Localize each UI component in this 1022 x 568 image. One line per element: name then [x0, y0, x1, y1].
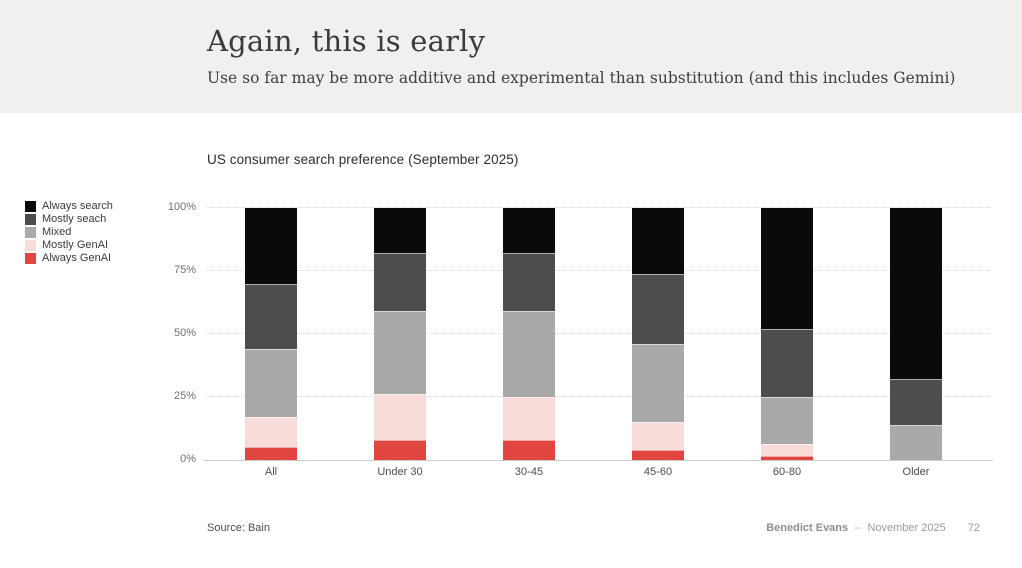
bar-segment [890, 379, 942, 425]
bar-segment [503, 253, 555, 312]
bar-segment [761, 208, 813, 329]
header-band [0, 0, 1022, 113]
bar-segment [632, 422, 684, 450]
legend-label: Always GenAI [42, 252, 112, 264]
footer-page-number: 72 [967, 522, 980, 534]
bar-segment [503, 396, 555, 440]
stacked-bar-all [245, 208, 297, 460]
y-tick-label: 25% [173, 390, 196, 402]
bar-segment [890, 424, 942, 460]
legend-swatch-icon [25, 201, 36, 212]
bar-segment [761, 456, 813, 460]
legend-label: Mostly seach [42, 213, 107, 225]
legend-swatch-icon [25, 240, 36, 251]
x-tick-label: 60-80 [772, 466, 802, 478]
legend-label: Always search [42, 200, 113, 212]
footer-separator: -- [854, 522, 862, 534]
bar-segment [374, 311, 426, 395]
gridline [207, 396, 990, 397]
legend-item: Always search [25, 201, 113, 212]
bar-segment [761, 443, 813, 457]
stacked-bar-older [890, 208, 942, 460]
gridline [207, 207, 990, 208]
bar-segment [503, 311, 555, 397]
bar-segment [245, 208, 297, 284]
bar-segment [374, 253, 426, 312]
y-tick-label: 0% [180, 453, 196, 465]
bar-segment [632, 208, 684, 274]
legend-label: Mixed [42, 226, 72, 238]
x-axis-line [203, 460, 993, 461]
x-tick-label: Under 30 [377, 466, 423, 478]
bar-segment [245, 417, 297, 448]
footer-date: November 2025 [867, 522, 946, 534]
gridline [207, 333, 990, 334]
stacked-bar-under-30 [374, 208, 426, 460]
bar-segment [632, 449, 684, 460]
bar-segment [374, 394, 426, 440]
bar-segment [761, 328, 813, 397]
x-tick-label: 30-45 [514, 466, 544, 478]
y-tick-label: 50% [173, 327, 196, 339]
bar-segment [245, 447, 297, 460]
legend-label: Mostly GenAI [42, 239, 109, 251]
y-axis: 0% 25% 50% 75% 100% [148, 202, 196, 465]
legend-swatch-icon [25, 253, 36, 264]
legend-swatch-icon [25, 227, 36, 238]
footer-right: Benedict Evans -- November 2025 72 [766, 522, 980, 534]
y-tick-label: 100% [167, 201, 196, 213]
bar-segment [632, 344, 684, 423]
x-tick-label: All [264, 466, 278, 478]
bar-segment [632, 273, 684, 345]
bar-segment [245, 349, 297, 418]
y-tick-label: 75% [173, 264, 196, 276]
bar-segment [503, 208, 555, 254]
gridline [207, 270, 990, 271]
bar-segment [761, 396, 813, 444]
plot-area: All Under 30 30-45 45-60 60-80 Older [203, 207, 993, 478]
chart-legend: Always search Mostly seach Mixed Mostly Gen… [25, 201, 113, 264]
bar-segment [374, 208, 426, 254]
legend-swatch-icon [25, 214, 36, 225]
legend-item: Always GenAI [25, 253, 113, 264]
chart-title: US consumer search preference (September… [207, 152, 519, 167]
bar-segment [890, 208, 942, 380]
footer-author: Benedict Evans [766, 522, 849, 534]
legend-item: Mostly seach [25, 214, 113, 225]
footer-source: Source: Bain [207, 522, 270, 534]
legend-item: Mostly GenAI [25, 240, 113, 251]
stacked-bar-45-60 [632, 208, 684, 460]
bar-segment [374, 439, 426, 460]
slide-subtitle: Use so far may be more additive and expe… [207, 69, 956, 87]
slide-title: Again, this is early [207, 24, 486, 58]
x-tick-label: 45-60 [643, 466, 673, 478]
bar-segment [503, 439, 555, 460]
x-tick-label: Older [902, 466, 930, 478]
legend-item: Mixed [25, 227, 113, 238]
stacked-bar-30-45 [503, 208, 555, 460]
bar-segment [245, 283, 297, 350]
stacked-bar-60-80 [761, 208, 813, 460]
